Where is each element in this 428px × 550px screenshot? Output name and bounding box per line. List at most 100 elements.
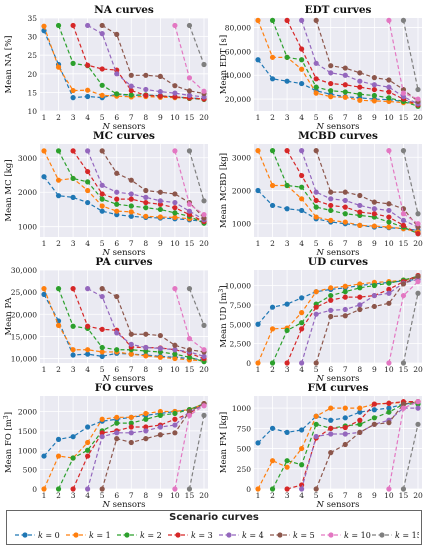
y-tick-label: 60,000 — [225, 47, 251, 56]
y-axis-label: Mean UD [m3] — [218, 285, 229, 347]
data-point-k10 — [386, 486, 392, 492]
data-point-k2 — [386, 409, 392, 415]
data-point-k10 — [400, 292, 407, 299]
x-tick-label: 20 — [199, 491, 209, 500]
data-point-k1 — [85, 187, 91, 194]
data-point-k2 — [269, 360, 276, 366]
series-line-k5 — [315, 20, 419, 102]
y-tick-label: 7,500 — [230, 301, 252, 310]
data-point-k1 — [313, 214, 319, 220]
data-point-k0 — [269, 76, 276, 82]
data-point-k0 — [255, 187, 261, 194]
x-tick-label: 1 — [42, 491, 47, 500]
data-point-k10 — [415, 279, 421, 285]
y-tick-label: 750 — [237, 424, 252, 433]
data-point-k2 — [269, 148, 276, 154]
data-point-k3 — [386, 89, 392, 95]
data-point-k1 — [255, 148, 261, 154]
data-point-k1 — [114, 208, 120, 214]
x-tick-label: 15 — [399, 491, 409, 500]
y-axis-label: Mean FM [kg] — [219, 412, 229, 474]
y-tick-label: 25,000 — [11, 288, 37, 297]
data-point-k1 — [371, 223, 377, 229]
data-point-k1 — [313, 289, 319, 295]
data-point-k5 — [371, 303, 377, 310]
data-point-k3 — [157, 93, 163, 99]
data-point-k2 — [371, 415, 377, 421]
data-point-k1 — [85, 347, 91, 353]
data-point-k2 — [172, 210, 178, 216]
data-point-k5 — [143, 72, 149, 78]
x-tick-label: 5 — [100, 113, 105, 122]
data-point-k3 — [284, 486, 290, 492]
data-point-k10 — [172, 22, 178, 29]
data-point-k4 — [143, 428, 149, 434]
data-point-k2 — [55, 148, 62, 154]
data-point-k5 — [143, 436, 149, 442]
data-point-k5 — [371, 199, 377, 205]
series-line-k15 — [402, 150, 419, 214]
data-point-k5 — [99, 486, 105, 492]
y-tick-label: 15,000 — [11, 332, 37, 341]
data-point-k4 — [313, 311, 319, 317]
data-point-k4 — [99, 31, 105, 37]
data-point-k3 — [371, 401, 377, 407]
x-tick-label: 5 — [314, 365, 319, 374]
data-point-k4 — [99, 434, 105, 440]
data-point-k4 — [114, 189, 120, 195]
chart-panel-mc: MC curves 1000 2000 3000 1 2 3 4 5 6 7 8 9 10 15 20 N se… — [4, 130, 209, 258]
data-point-k2 — [99, 196, 105, 202]
data-point-k1 — [172, 214, 178, 220]
data-point-k0 — [284, 206, 290, 212]
data-point-k10 — [386, 17, 392, 23]
data-point-k2 — [328, 292, 334, 299]
legend-label: k = 10 — [344, 531, 371, 540]
x-tick-label: 5 — [314, 239, 319, 248]
data-point-k2 — [299, 462, 305, 468]
x-tick-label: 10 — [170, 365, 180, 374]
data-point-k5 — [342, 441, 348, 448]
data-point-k10 — [400, 211, 407, 217]
data-point-k4 — [114, 430, 120, 436]
data-point-k15 — [186, 22, 193, 29]
x-tick-label: 15 — [399, 365, 409, 374]
data-point-k0 — [255, 440, 261, 446]
data-point-k10 — [186, 75, 193, 81]
data-point-k1 — [299, 445, 305, 452]
data-point-k1 — [70, 347, 76, 353]
data-point-k4 — [357, 78, 363, 84]
data-point-k4 — [299, 360, 305, 366]
data-point-k4 — [99, 182, 105, 188]
data-point-k5 — [186, 88, 193, 94]
x-tick-label: 20 — [413, 491, 423, 500]
series-line-k15 — [402, 293, 419, 364]
data-point-k5 — [172, 191, 178, 197]
data-point-k3 — [342, 82, 348, 88]
y-tick-label: 10,000 — [11, 355, 37, 364]
data-point-k10 — [415, 221, 421, 227]
data-point-k3 — [415, 231, 421, 237]
data-point-k5 — [415, 273, 421, 279]
x-tick-label: 3 — [285, 491, 290, 500]
plot-area — [254, 396, 422, 489]
data-point-k1 — [172, 355, 178, 362]
data-point-k3 — [128, 196, 134, 202]
data-point-k1 — [41, 486, 47, 492]
data-point-k5 — [157, 432, 163, 438]
data-point-k5 — [357, 306, 363, 313]
x-tick-label: 2 — [56, 113, 61, 122]
data-point-k2 — [114, 347, 120, 353]
y-tick-label: 3000 — [232, 153, 251, 162]
data-point-k10 — [201, 347, 207, 353]
data-point-k5 — [114, 436, 120, 442]
data-point-k5 — [400, 401, 407, 407]
legend-marker — [73, 532, 79, 538]
data-point-k1 — [99, 92, 105, 98]
chart-title: NA curves — [94, 4, 154, 16]
data-point-k2 — [85, 447, 91, 453]
data-point-k1 — [371, 98, 377, 104]
data-point-k2 — [128, 420, 134, 426]
data-point-k4 — [342, 197, 348, 204]
data-point-k0 — [70, 434, 76, 440]
series-line-k4 — [301, 278, 419, 364]
